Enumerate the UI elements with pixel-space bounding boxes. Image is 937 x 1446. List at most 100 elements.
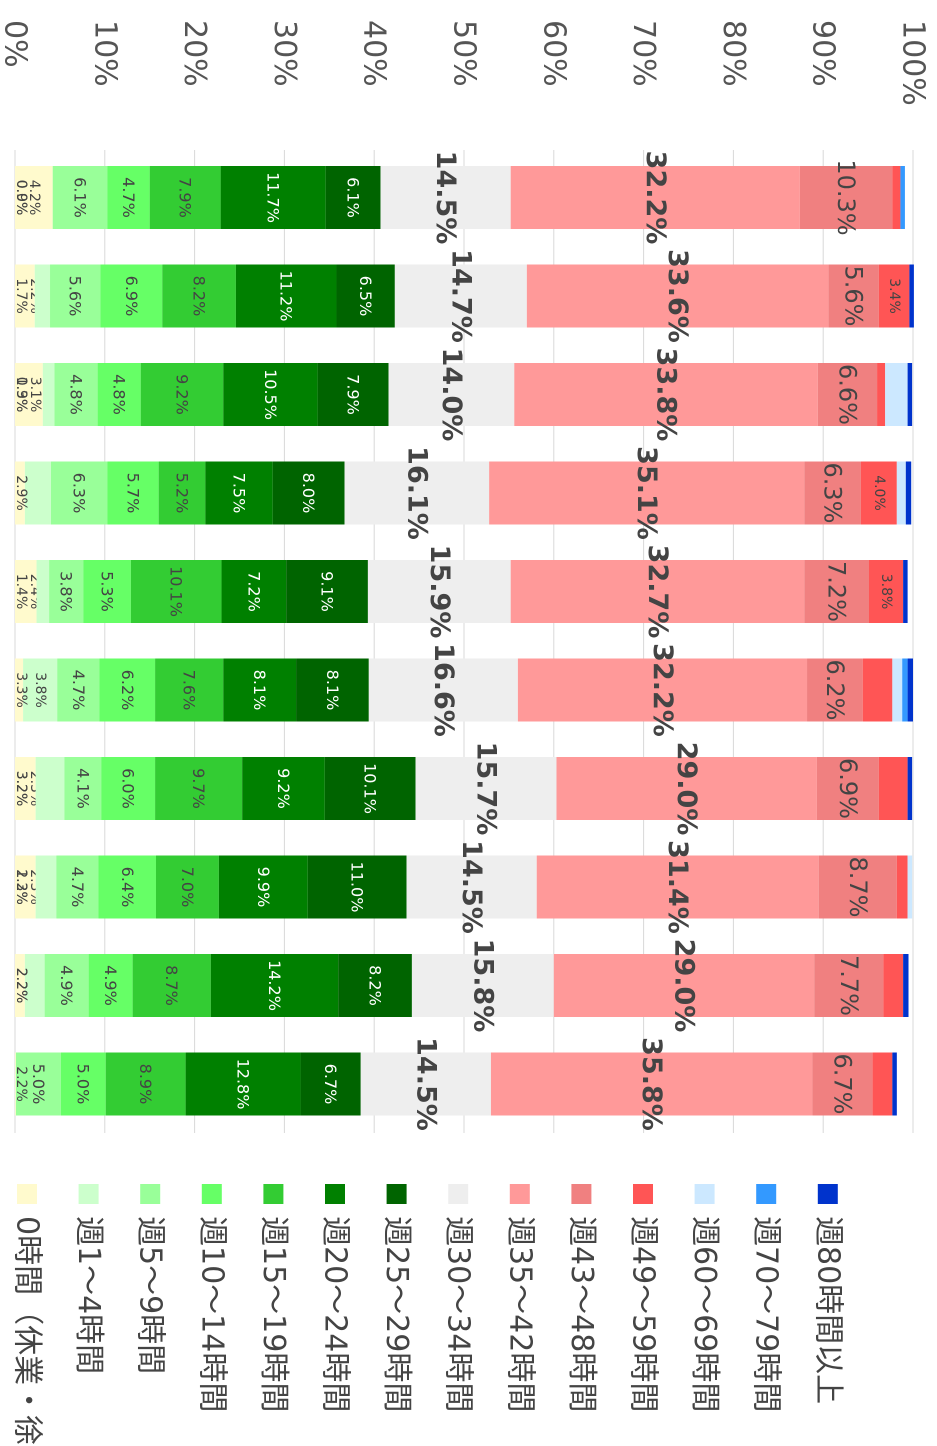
bar-segment <box>15 658 24 722</box>
data-label: 1.4% <box>13 574 29 610</box>
bar-segment <box>828 264 879 328</box>
data-label: 29.0% <box>671 742 702 836</box>
axis-tick-label: 40% <box>357 20 392 87</box>
bar-segment <box>15 1052 16 1116</box>
data-label: 6.3% <box>70 473 89 514</box>
bar-segment <box>49 560 84 623</box>
data-label: 5.6% <box>840 266 868 327</box>
bar-segment <box>877 363 886 426</box>
legend-label: 週10～14時間 <box>194 1216 229 1412</box>
bar-segment <box>490 1052 813 1116</box>
data-label: 3.8% <box>878 574 894 610</box>
bar-segment <box>367 560 511 623</box>
bar-segment <box>36 560 50 623</box>
bar-segment <box>235 264 337 328</box>
legend-swatch <box>17 1184 37 1204</box>
data-label: 4.0% <box>871 475 887 511</box>
bar-segment <box>909 264 914 328</box>
data-label: 6.3% <box>819 463 847 524</box>
bar-segment <box>338 954 412 1017</box>
data-label: 3.8% <box>32 672 48 708</box>
bar-segment <box>907 855 913 919</box>
axis-tick-label: 10% <box>87 20 122 87</box>
data-label: 9.9% <box>254 867 273 908</box>
data-label: 5.2% <box>173 473 192 514</box>
data-label: 6.1% <box>71 177 90 218</box>
bar-segment <box>132 954 211 1017</box>
plot-area: 0% 10% 20% 30% 40% 50% 60% 70% 80% 90% 100% 4.2%0.0… <box>0 20 931 1133</box>
data-label: 6.7% <box>321 1064 340 1105</box>
bar-segment <box>812 1052 873 1116</box>
bar-segment <box>223 363 318 426</box>
data-label: 29.0% <box>669 939 700 1033</box>
data-label: 4.1% <box>73 768 92 809</box>
legend-label: 週25～29時間 <box>379 1216 414 1412</box>
data-label: 10.3% <box>832 159 860 235</box>
legend-label: 0時間（休業・徐 <box>10 1216 45 1445</box>
data-label: 14.5% <box>430 151 461 245</box>
axis-tick-label: 60% <box>536 20 571 87</box>
bar-segment <box>35 855 57 919</box>
bar-segment <box>807 658 863 722</box>
axis-tick-label: 20% <box>177 20 212 87</box>
bar-segment <box>155 757 243 820</box>
bar-segment <box>536 855 819 919</box>
bar-segment <box>905 461 912 525</box>
bar-segment <box>872 1052 893 1116</box>
bar-segment <box>15 855 36 919</box>
bar-segment <box>903 560 908 623</box>
bar-segment <box>149 166 221 229</box>
bar-segment <box>35 757 65 820</box>
bar-segment <box>158 461 206 525</box>
data-label: 12.8% <box>234 1059 253 1110</box>
data-label: 9.1% <box>318 571 337 612</box>
bar-segment <box>24 461 51 525</box>
data-label: 7.2% <box>244 571 263 612</box>
bar-segment <box>325 166 381 229</box>
data-label: 6.9% <box>834 758 862 819</box>
data-label: 10.1% <box>167 566 186 617</box>
data-label: 8.7% <box>162 965 181 1006</box>
legend-swatch <box>571 1184 592 1204</box>
data-label: 5.7% <box>124 473 143 514</box>
data-label: 8.1% <box>250 670 269 711</box>
bar-segment <box>88 954 133 1017</box>
data-label: 4.7% <box>68 867 87 908</box>
bar-segment <box>210 954 339 1017</box>
bar-segment <box>804 461 861 525</box>
legend-swatch <box>694 1184 715 1204</box>
data-label: 2.3% <box>13 869 29 905</box>
bar-segment <box>799 166 893 229</box>
data-label: 3.1% <box>27 377 43 413</box>
bar-segment <box>553 954 815 1017</box>
axis-tick-label: 90% <box>806 20 841 87</box>
data-label: 3.8% <box>57 571 76 612</box>
bar-segment <box>388 363 515 426</box>
bar-segment <box>818 855 897 919</box>
bar-segment <box>380 166 511 229</box>
data-label: 4.9% <box>57 965 76 1006</box>
data-label: 35.1% <box>631 446 662 540</box>
bar-segment <box>896 461 906 525</box>
bar-segment <box>526 264 829 328</box>
bar-segment <box>368 658 518 722</box>
bar-segment <box>878 264 910 328</box>
bar-segment <box>15 363 43 426</box>
bar-segment <box>510 560 805 623</box>
legend-label: 週35～42時間 <box>502 1216 537 1412</box>
data-label: 16.1% <box>401 446 432 540</box>
bar-segment <box>360 1052 491 1116</box>
data-label: 2.2% <box>13 968 29 1004</box>
bar-segment <box>344 461 490 525</box>
data-label: 3.2% <box>13 771 29 807</box>
bar-segment <box>64 757 102 820</box>
bar-segment <box>205 461 273 525</box>
data-label: 14.2% <box>265 960 284 1011</box>
data-label: 7.7% <box>835 955 863 1016</box>
bar-segment <box>902 658 908 722</box>
bar-segment <box>336 264 395 328</box>
data-label: 6.0% <box>119 768 138 809</box>
bar-segment <box>15 1052 61 1116</box>
bar-segment <box>15 757 36 820</box>
